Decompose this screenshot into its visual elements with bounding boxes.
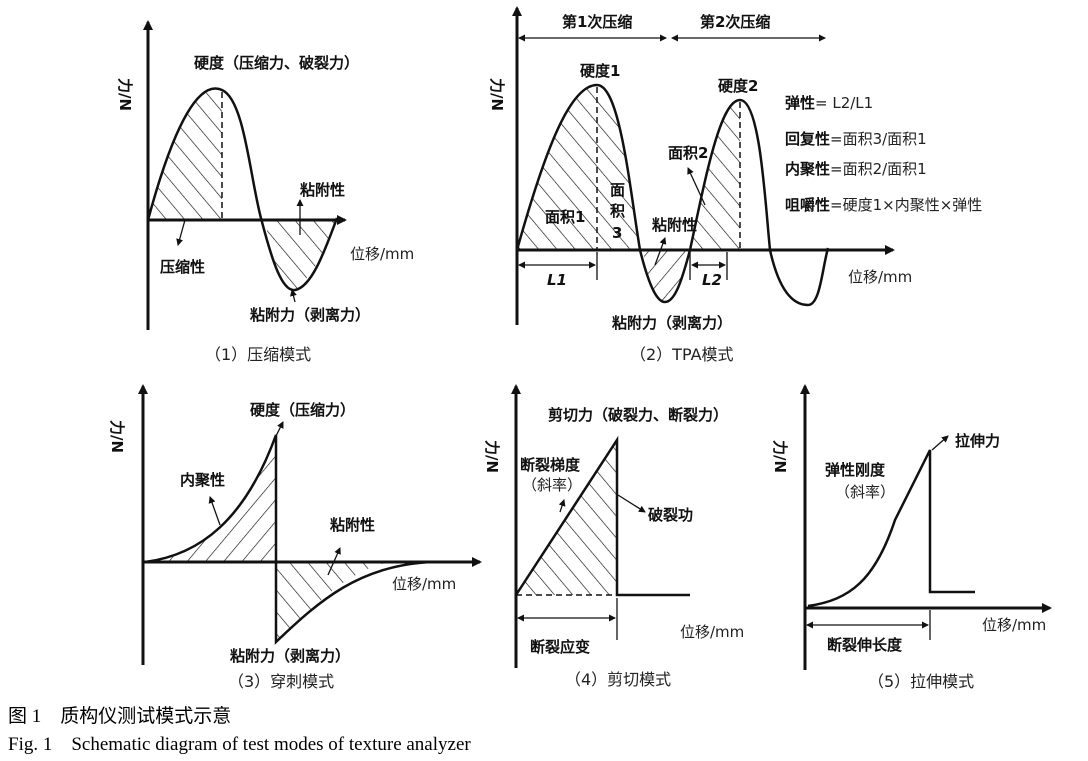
x-axis-label: 位移/mm: [982, 616, 1046, 634]
panel-compression-mode: 力/N 硬度（压缩力、破裂力） 粘附性 位移/mm 压缩性 粘附力（剥离力） （…: [116, 20, 414, 364]
adhesiveness-label: 粘附性: [652, 216, 697, 234]
caption: （2）TPA模式: [630, 345, 734, 364]
figure-caption-en: Fig. 1 Schematic diagram of test modes o…: [8, 734, 471, 755]
caption: （1）压缩模式: [205, 345, 311, 364]
compressibility-label: 压缩性: [160, 258, 205, 276]
slope-label: （斜率）: [522, 476, 582, 494]
panel-tensile-mode: 力/N 拉伸力 弹性刚度 （斜率） 断裂伸长度 位移/mm （5）拉伸模式: [771, 384, 1052, 691]
caption: （3）穿刺模式: [228, 672, 334, 691]
hardness2-label: 硬度2: [718, 77, 758, 95]
caption: （4）剪切模式: [565, 670, 671, 689]
tpa-curve: [515, 83, 830, 307]
L2-label: L2: [702, 271, 722, 289]
x-axis-label: 位移/mm: [392, 575, 456, 593]
adhesive-force-label: 粘附力（剥离力）: [250, 306, 370, 324]
force-curve: [146, 87, 339, 292]
peak-label: 硬度（压缩力、破裂力）: [194, 54, 359, 72]
formula-resilience: 回复性=面积3/面积1: [785, 130, 927, 148]
x-axis-label: 位移/mm: [680, 623, 744, 641]
y-axis-label: 力/N: [483, 440, 501, 473]
x-axis-label: 位移/mm: [848, 268, 912, 286]
peak-label: 剪切力（破裂力、断裂力）: [548, 406, 728, 424]
stiffness-label: 弹性刚度: [825, 461, 886, 479]
gradient-label: 断裂梯度: [520, 456, 581, 474]
shear-curve: [514, 435, 690, 597]
x-axis-label: 位移/mm: [350, 245, 414, 263]
strain-label: 断裂应变: [530, 638, 590, 656]
first-compression-label: 第1次压缩: [562, 13, 632, 31]
adhesive-force-label: 粘附力（剥离力）: [612, 314, 732, 332]
cohesiveness-label: 内聚性: [180, 471, 225, 489]
peak-label: 拉伸力: [955, 432, 1000, 450]
elongation-label: 断裂伸长度: [827, 636, 903, 654]
formula-chewiness: 咀嚼性=硬度1×内聚性×弹性: [785, 196, 982, 214]
second-compression-label: 第2次压缩: [700, 13, 770, 31]
y-axis-label: 力/N: [488, 78, 506, 111]
formula-cohesiveness: 内聚性=面积2/面积1: [785, 160, 927, 178]
panel-shear-mode: 力/N 剪切力（破裂力、断裂力） 断裂梯度 （斜率） 破裂功 断裂应变 位移/m…: [483, 384, 744, 689]
hardness1-label: 硬度1: [580, 62, 620, 80]
figure-caption-cn: 图 1 质构仪测试模式示意: [8, 705, 231, 727]
area1-label: 面积1: [545, 208, 585, 226]
caption: （5）拉伸模式: [868, 672, 974, 691]
y-axis-label: 力/N: [108, 420, 126, 453]
area3-label-1: 面: [610, 181, 625, 199]
area3-label-3: 3: [612, 224, 622, 242]
panel-puncture-mode: 力/N 硬度（压缩力） 内聚性 粘附性 位移/mm 粘附力（剥离力） （3）穿刺…: [108, 384, 482, 691]
area2-label: 面积2: [668, 144, 708, 162]
peak-label: 硬度（压缩力）: [250, 401, 355, 419]
area3-label-2: 积: [610, 202, 625, 220]
L1-label: L1: [547, 271, 567, 289]
adhesiveness-label: 粘附性: [300, 181, 345, 199]
work-label: 破裂功: [648, 506, 693, 524]
y-axis-label: 力/N: [116, 78, 134, 111]
slope-label: （斜率）: [835, 483, 895, 501]
formula-springiness: 弹性= L2/L1: [785, 94, 873, 112]
panel-tpa-mode: 力/N 第1次压缩 第2次压缩 硬度1 硬度2 面积1 面积2 面 积 3 粘附…: [488, 6, 982, 364]
y-axis-label: 力/N: [771, 440, 789, 473]
adhesive-force-label: 粘附力（剥离力）: [230, 647, 350, 665]
tensile-curve: [807, 449, 975, 608]
adhesiveness-label: 粘附性: [330, 516, 375, 534]
